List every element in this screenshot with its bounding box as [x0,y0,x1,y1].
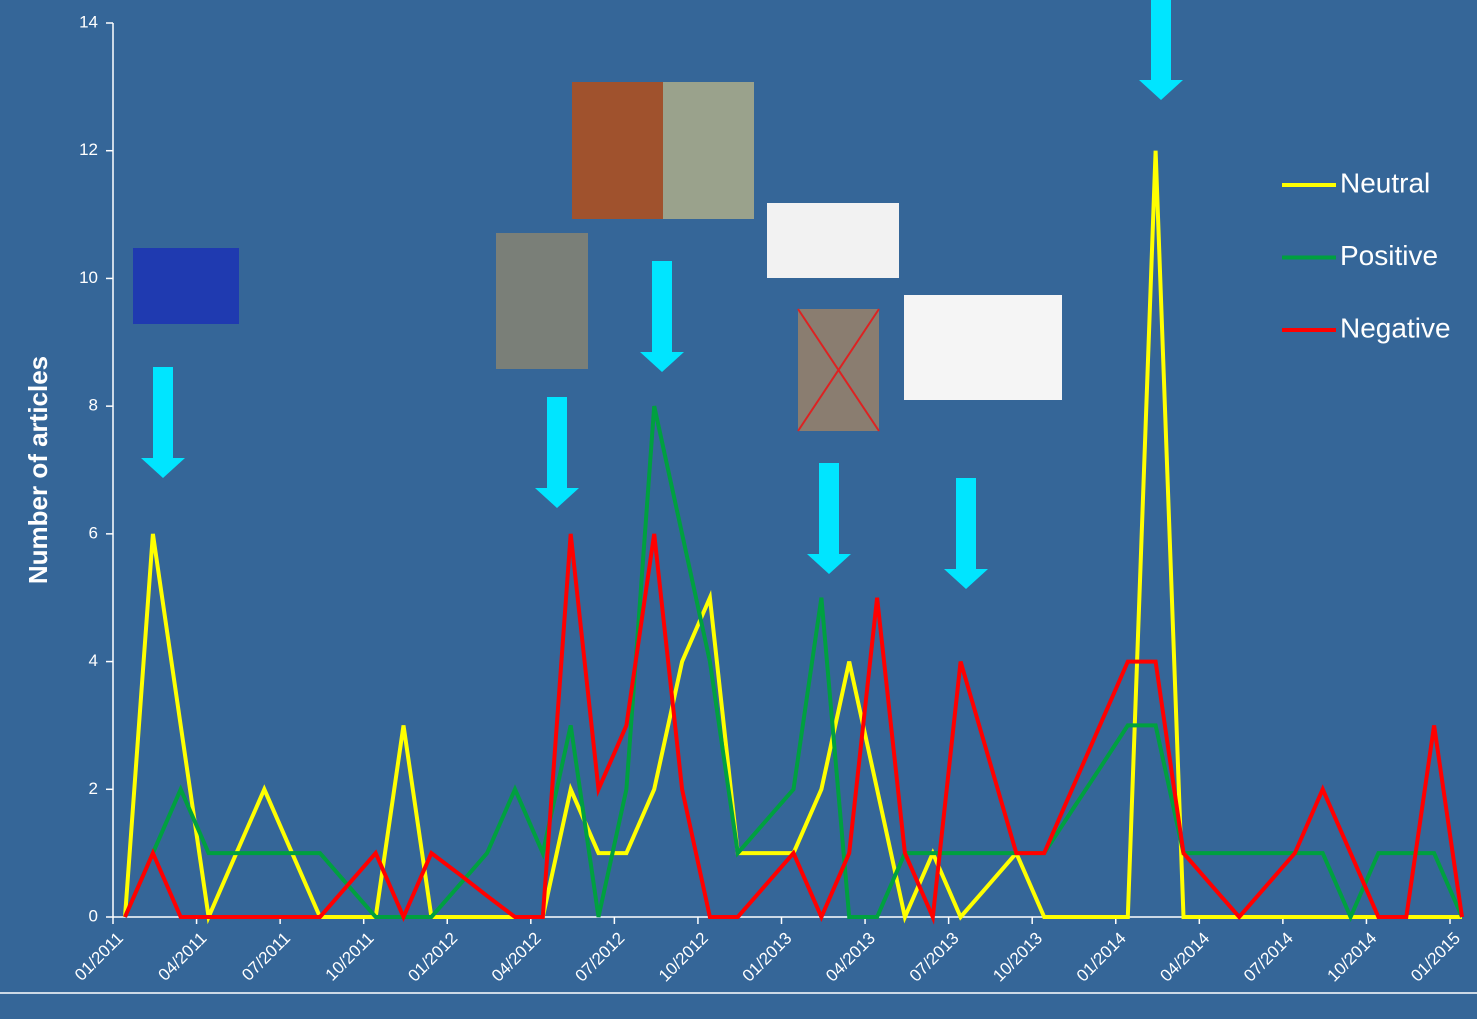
y-tick-label: 0 [89,906,98,925]
arrow [944,478,988,589]
x-tick-label: 01/2012 [404,929,461,986]
eu-life-logo [133,248,239,324]
arrow [807,463,851,574]
newspaper-image [904,295,1062,400]
chart: Number of articles 0 2 4 6 8 10 12 14 01/2011 04/… [0,0,1477,1019]
legend-label: Positive [1340,240,1438,271]
series-line [125,406,1462,917]
decorations [133,0,1183,589]
legend-label: Negative [1340,312,1451,343]
grey-squirrel-photo [663,82,754,219]
y-tick-label: 10 [79,268,98,287]
y-tick-label: 12 [79,140,98,159]
y-axis-label: Number of articles [23,356,53,584]
x-tick-label: 07/2011 [238,929,294,985]
x-tick-label: 10/2014 [1324,929,1381,986]
x-tick-label: 04/2011 [155,929,211,985]
x-tick-label: 10/2011 [322,929,378,985]
x-tick-label: 07/2014 [1240,929,1297,986]
y-tick-label: 8 [89,396,98,415]
arrow [535,397,579,508]
x-tick-label: 07/2013 [906,929,963,986]
x-tick-label: 01/2014 [1073,929,1130,986]
gazette-image [767,203,899,278]
x-tick-label: 10/2012 [655,929,712,986]
trap-photo [496,233,588,369]
x-tick-label: 01/2013 [739,929,796,986]
x-tick-label: 10/2013 [989,929,1046,986]
x-tick-label: 01/2011 [71,929,127,985]
y-tick-label: 14 [79,12,98,31]
arrow [141,367,185,478]
x-tick-label: 04/2014 [1156,929,1213,986]
x-tick-label: 04/2013 [822,929,879,986]
arrow [1139,0,1183,100]
arrow [640,261,684,372]
y-tick-label: 4 [89,651,98,670]
y-tick-label: 6 [89,523,98,542]
red-squirrel-photo [572,82,663,219]
x-tick-label: 04/2012 [488,929,545,986]
legend-label: Neutral [1340,167,1430,198]
y-tick-label: 2 [89,779,98,798]
x-tick-label: 01/2015 [1407,929,1464,986]
x-tick-label: 07/2012 [571,929,628,986]
